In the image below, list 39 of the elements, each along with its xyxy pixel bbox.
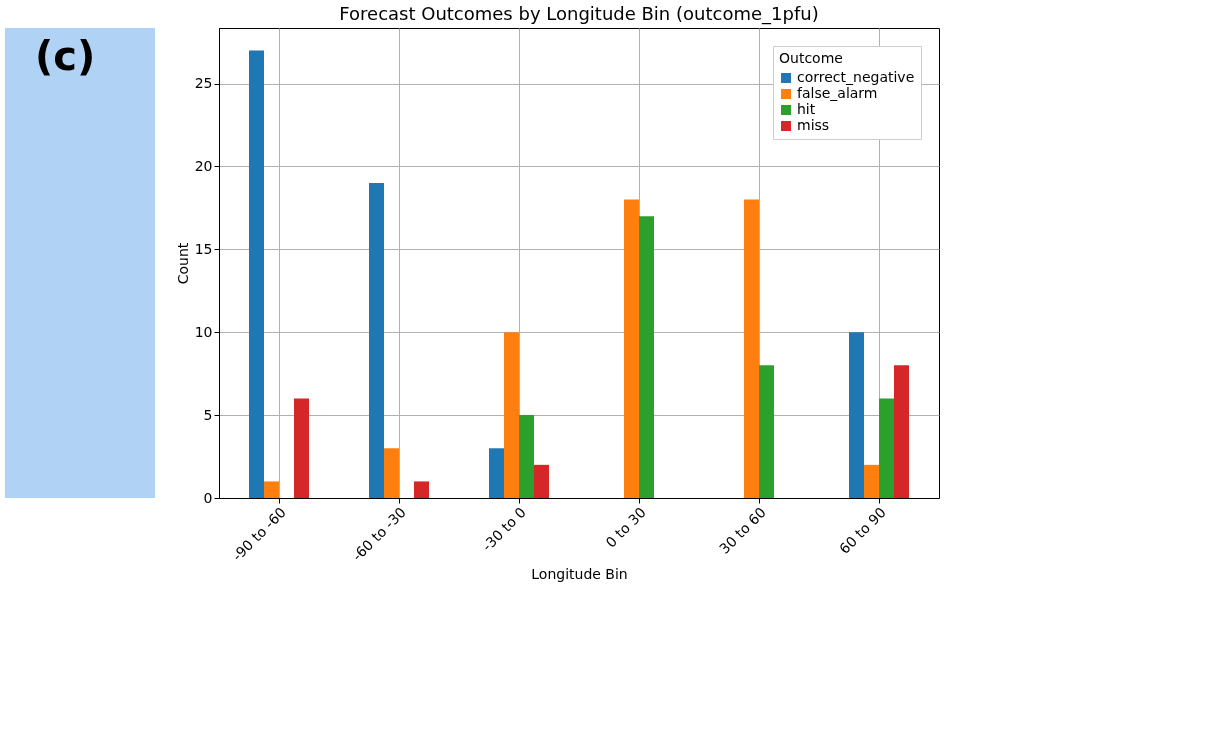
y-tick-label: 5 (203, 406, 213, 423)
legend-title: Outcome (779, 50, 843, 66)
legend-label: correct_negative (797, 69, 915, 85)
bar (849, 332, 864, 498)
x-tick-label: -60 to -30 (349, 504, 409, 564)
x-tick-label: 30 to 60 (716, 504, 769, 557)
x-tick-label: -90 to -60 (229, 504, 289, 564)
chart-title: Forecast Outcomes by Longitude Bin (outcome_1pfu) (339, 3, 819, 25)
bar (864, 464, 879, 498)
text: (c) (35, 33, 96, 79)
bar (294, 398, 309, 498)
legend-label: miss (797, 117, 830, 133)
y-tick-label: 25 (194, 75, 213, 92)
bar (504, 332, 519, 498)
bar (414, 481, 429, 498)
bar (384, 448, 399, 498)
bar (624, 199, 639, 498)
bar (519, 415, 534, 498)
y-tick-label: 20 (194, 157, 213, 174)
x-tick-label: 60 to 90 (836, 504, 889, 557)
bar (264, 481, 279, 498)
y-tick-label: 10 (194, 323, 213, 340)
y-axis-title: Count (174, 242, 191, 285)
bar (534, 464, 549, 498)
y-tick-label: 15 (194, 240, 213, 257)
bar (489, 448, 504, 498)
y-tick-label: 0 (203, 489, 213, 506)
bar (894, 365, 909, 498)
legend-label: false_alarm (797, 85, 878, 101)
x-tick-label: -30 to 0 (478, 504, 529, 555)
x-tick-label: 0 to 30 (602, 504, 649, 551)
x-axis-title: Longitude Bin (531, 565, 628, 582)
bar (249, 50, 264, 498)
bar (744, 199, 759, 498)
legend-label: hit (797, 101, 816, 117)
bar (639, 216, 654, 498)
bar (759, 365, 774, 498)
bar (879, 398, 894, 498)
bar (369, 183, 384, 498)
